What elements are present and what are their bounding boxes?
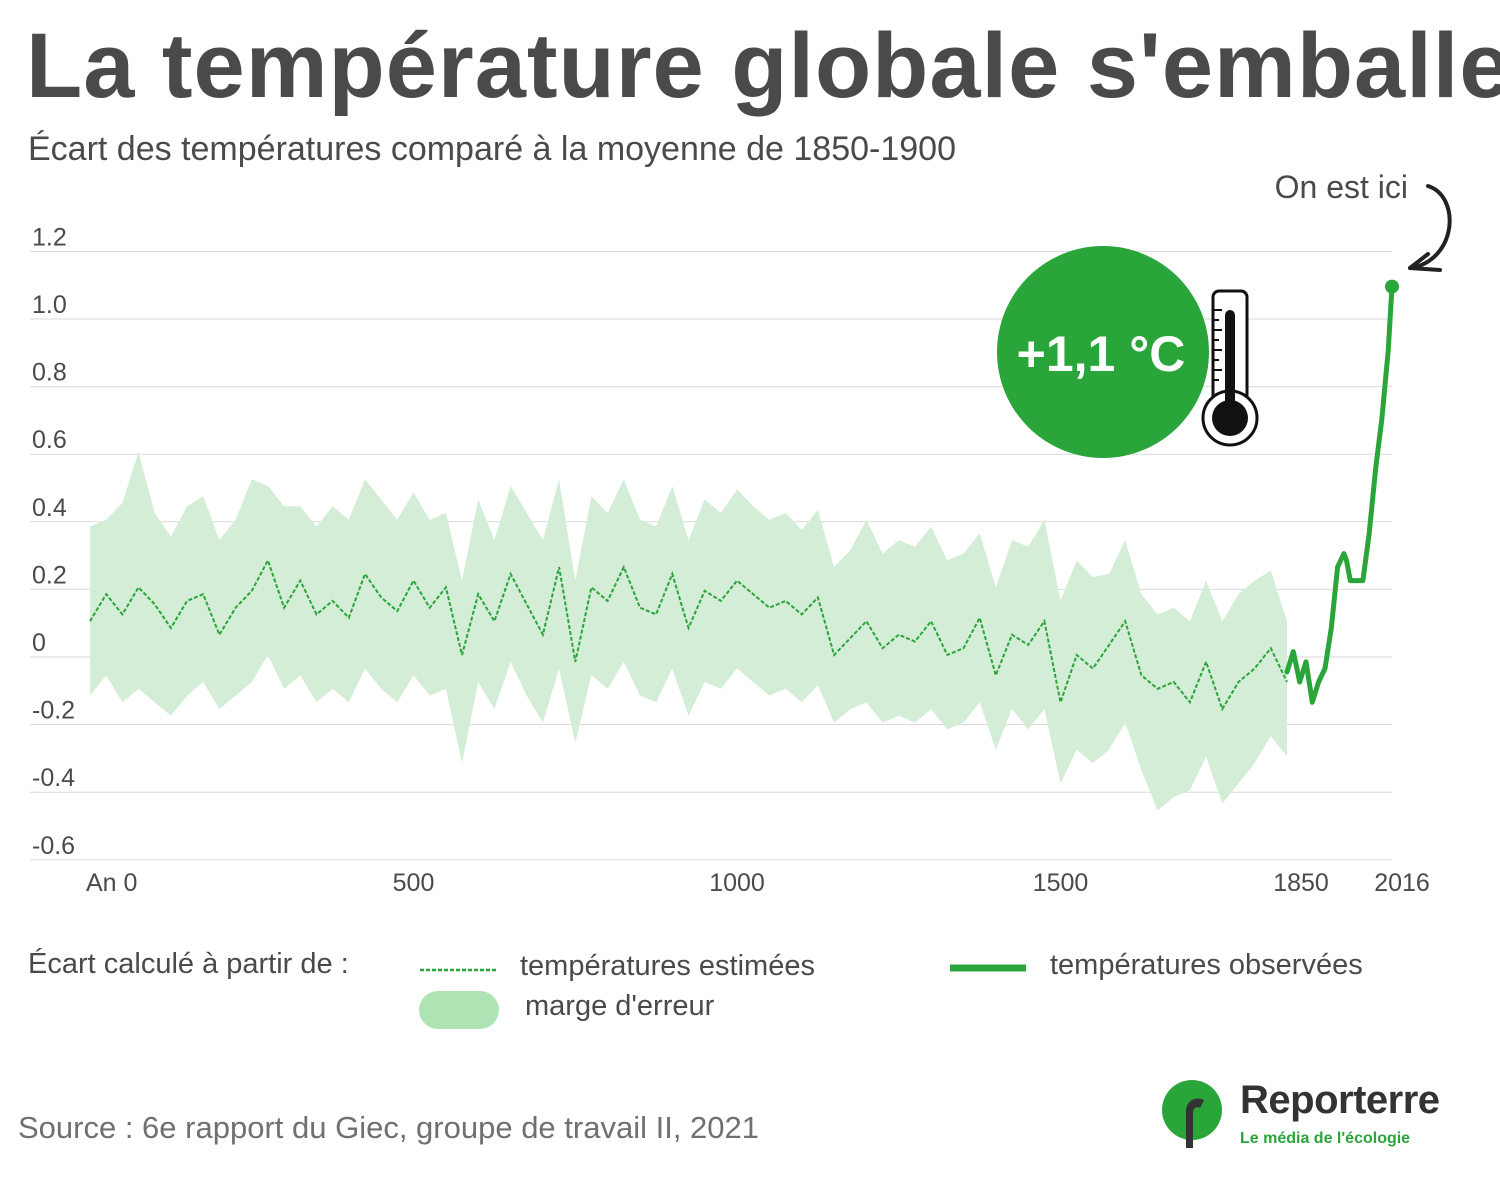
legend-solid-swatch xyxy=(950,964,1026,972)
y-tick-label: 0 xyxy=(32,629,46,657)
legend-intro: Écart calculé à partir de : xyxy=(28,948,349,980)
here-annotation: On est ici xyxy=(1275,170,1408,205)
temperature-chart: 1.2 1.0 0.8 0.6 0.4 0.2 0 -0.2 -0.4 -0.6 An 0 500 1… xyxy=(30,170,1452,897)
observed-temperature-line xyxy=(1284,284,1395,705)
y-tick-label: 1.0 xyxy=(32,291,67,319)
y-tick-label: 0.6 xyxy=(32,426,67,454)
x-tick-label: 500 xyxy=(393,869,435,897)
y-axis-ticks: 1.2 1.0 0.8 0.6 0.4 0.2 0 -0.2 -0.4 -0.6 xyxy=(32,223,75,859)
estimated-temperature-line xyxy=(89,557,1288,712)
reporterre-logo-icon xyxy=(1162,1080,1222,1148)
x-axis-ticks: An 0 500 1000 1500 1850 2016 xyxy=(86,869,1430,897)
legend-uncertainty: marge d'erreur xyxy=(525,990,715,1022)
brand-logo: Reporterre Le média de l'écologie xyxy=(1160,1076,1480,1156)
legend-observed: températures observées xyxy=(1050,949,1363,981)
x-tick-label: 1850 xyxy=(1273,869,1329,897)
x-tick-label: An 0 xyxy=(86,869,137,897)
badge-circle xyxy=(997,246,1209,458)
y-tick-label: -0.4 xyxy=(32,764,75,792)
y-tick-label: 0.4 xyxy=(32,494,67,522)
y-tick-label: 0.8 xyxy=(32,359,67,387)
y-tick-label: 0.2 xyxy=(32,561,67,589)
temperature-badge: +1,1 °C xyxy=(997,246,1209,458)
legend-dashed-swatch xyxy=(420,968,496,972)
uncertainty-band xyxy=(90,452,1287,811)
x-tick-label: 1000 xyxy=(709,869,765,897)
y-tick-label: -0.6 xyxy=(32,832,75,860)
brand-name: Reporterre xyxy=(1240,1078,1440,1122)
source-note: Source : 6e rapport du Giec, groupe de t… xyxy=(18,1110,760,1145)
thermometer-icon xyxy=(1201,289,1259,447)
x-tick-label: 1500 xyxy=(1033,869,1089,897)
legend-band-swatch xyxy=(419,991,499,1029)
chart-subtitle: Écart des températures comparé à la moye… xyxy=(28,130,956,168)
current-value-dot xyxy=(1385,279,1399,294)
y-tick-label: 1.2 xyxy=(32,223,67,251)
x-tick-label: 2016 xyxy=(1374,869,1430,897)
y-tick-label: -0.2 xyxy=(32,697,75,725)
legend-estimated: températures estimées xyxy=(520,950,815,982)
badge-value: +1,1 °C xyxy=(1017,326,1186,382)
page-title: La température globale s'emballe xyxy=(26,15,1500,117)
curved-arrow-icon xyxy=(1408,184,1452,272)
brand-tagline: Le média de l'écologie xyxy=(1240,1130,1411,1147)
